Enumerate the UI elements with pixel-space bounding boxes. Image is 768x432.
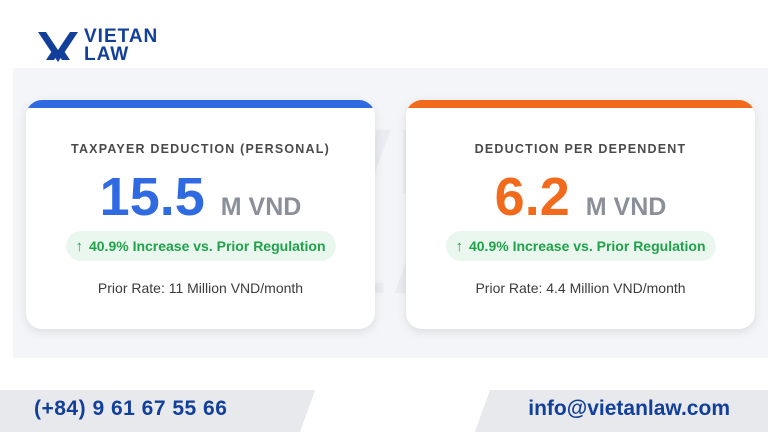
brand-line1: VIETAN	[84, 26, 159, 47]
vietan-logo-icon	[38, 32, 78, 62]
change-badge: ↑ 40.9% Increase vs. Prior Regulation	[65, 231, 336, 261]
card-title: DEDUCTION PER DEPENDENT	[474, 142, 687, 156]
change-text: 40.9% Increase vs. Prior Regulation	[88, 238, 326, 254]
card-accent-bar	[26, 100, 375, 108]
card-value: 15.5 M VND	[26, 166, 375, 228]
footer-divider	[300, 390, 490, 432]
value-unit: M VND	[220, 193, 302, 221]
email-link[interactable]: info@vietanlaw.com	[528, 397, 730, 420]
phone-link[interactable]: (+84) 9 61 67 55 66	[34, 397, 228, 420]
brand-wordmark: VIETAN LAW	[84, 26, 159, 65]
brand-line2: LAW	[84, 44, 130, 65]
card-title: TAXPAYER DEDUCTION (PERSONAL)	[71, 142, 330, 156]
prior-rate: Prior Rate: 11 Million VND/month	[97, 280, 304, 296]
prior-rate: Prior Rate: 4.4 Million VND/month	[475, 280, 686, 296]
card-personal-deduction: TAXPAYER DEDUCTION (PERSONAL) 15.5 M VND…	[26, 100, 375, 329]
value-number: 15.5	[99, 167, 205, 227]
card-accent-bar	[406, 100, 755, 108]
footer: (+84) 9 61 67 55 66 info@vietanlaw.com	[0, 390, 768, 432]
value-unit: M VND	[585, 193, 667, 221]
card-value: 6.2 M VND	[406, 166, 755, 228]
card-dependent-deduction: DEDUCTION PER DEPENDENT 6.2 M VND ↑ 40.9…	[406, 100, 755, 329]
change-badge: ↑ 40.9% Increase vs. Prior Regulation	[445, 231, 716, 261]
arrow-up-icon: ↑	[75, 237, 83, 255]
change-text: 40.9% Increase vs. Prior Regulation	[468, 238, 706, 254]
arrow-up-icon: ↑	[455, 237, 463, 255]
brand-logo[interactable]: VIETAN LAW	[36, 24, 158, 68]
value-number: 6.2	[494, 167, 570, 227]
